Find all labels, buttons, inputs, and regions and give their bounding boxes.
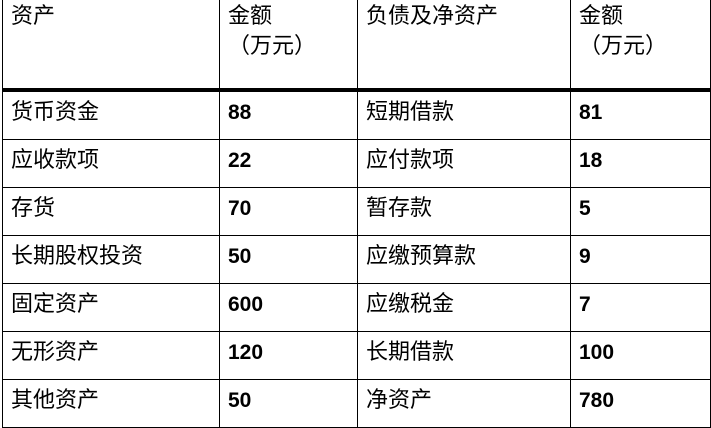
header-assets: 资产: [2, 0, 220, 92]
table-row: 存货 70 暂存款 5: [2, 187, 711, 236]
liability-amount: 9: [570, 235, 711, 284]
header-amount-label: 金额: [228, 4, 273, 29]
header-unit-label: （万元）: [228, 34, 317, 59]
liability-name: 短期借款: [357, 89, 571, 140]
table-row: 应收款项 22 应付款项 18: [2, 139, 711, 188]
liability-name: 长期借款: [357, 331, 571, 380]
liability-name: 暂存款: [357, 187, 571, 236]
asset-amount: 120: [219, 331, 358, 380]
asset-amount: 70: [219, 187, 358, 236]
asset-amount: 600: [219, 283, 358, 332]
asset-amount: 22: [219, 139, 358, 188]
liability-amount: 5: [570, 187, 711, 236]
asset-name: 其他资产: [2, 379, 220, 428]
header-amount-assets: 金额 （万元）: [219, 0, 358, 92]
table-row: 无形资产 120 长期借款 100: [2, 331, 711, 380]
asset-name: 固定资产: [2, 283, 220, 332]
liability-name: 应付款项: [357, 139, 571, 188]
header-row: 资产 金额 （万元） 负债及净资产 金额 （万元）: [2, 0, 711, 92]
liability-amount: 100: [570, 331, 711, 380]
liability-name: 净资产: [357, 379, 571, 428]
table-row: 其他资产 50 净资产 780: [2, 379, 711, 428]
asset-name: 无形资产: [2, 331, 220, 380]
header-amount-label: 金额: [579, 4, 624, 29]
header-liabilities: 负债及净资产: [357, 0, 571, 92]
asset-amount: 50: [219, 235, 358, 284]
asset-name: 存货: [2, 187, 220, 236]
liability-amount: 18: [570, 139, 711, 188]
table-row: 长期股权投资 50 应缴预算款 9: [2, 235, 711, 284]
table-row: 货币资金 88 短期借款 81: [2, 89, 711, 140]
header-unit-label: （万元）: [579, 34, 668, 59]
asset-amount: 88: [219, 89, 358, 140]
liability-name: 应缴预算款: [357, 235, 571, 284]
liability-amount: 780: [570, 379, 711, 428]
asset-name: 长期股权投资: [2, 235, 220, 284]
asset-name: 货币资金: [2, 89, 220, 140]
liability-amount: 81: [570, 89, 711, 140]
header-amount-liabilities: 金额 （万元）: [570, 0, 711, 92]
liability-name: 应缴税金: [357, 283, 571, 332]
asset-amount: 50: [219, 379, 358, 428]
table-row: 固定资产 600 应缴税金 7: [2, 283, 711, 332]
liability-amount: 7: [570, 283, 711, 332]
asset-name: 应收款项: [2, 139, 220, 188]
